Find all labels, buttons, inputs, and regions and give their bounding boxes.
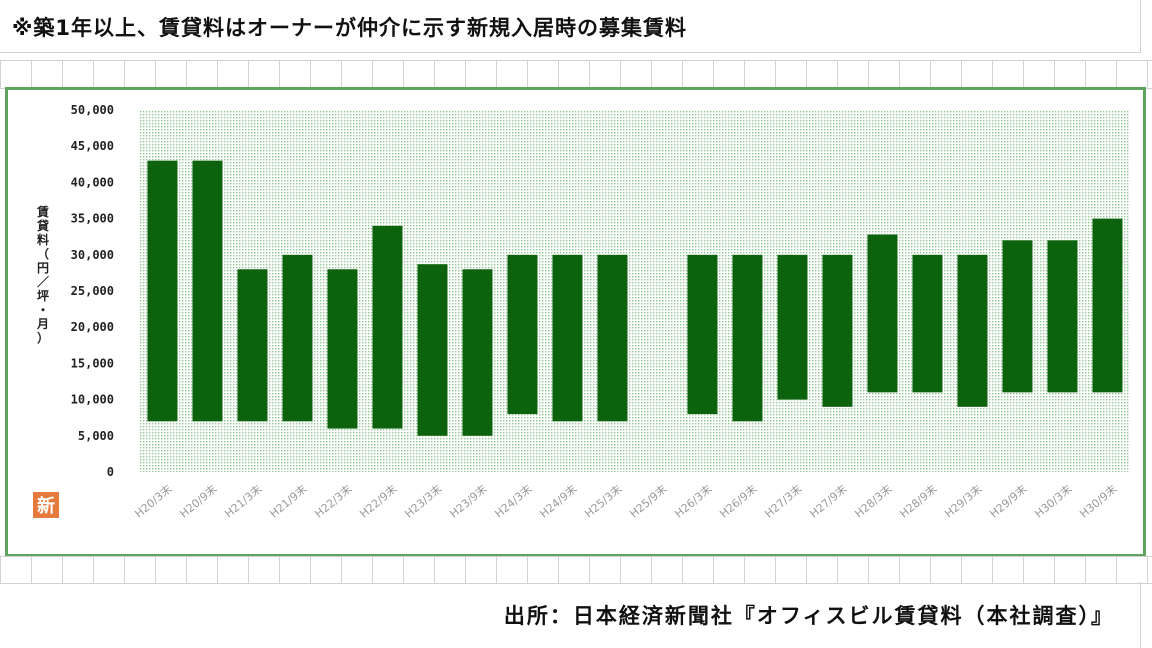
spreadsheet-grid-top <box>0 60 1152 89</box>
y-axis-label-char: 賃 <box>36 204 49 219</box>
bar <box>282 254 313 422</box>
y-axis-label-char: ・ <box>37 303 49 317</box>
chart-frame: 0 5,000 10,000 15,000 20,000 25,000 30,000 35,0… <box>5 87 1146 557</box>
bar <box>147 160 178 422</box>
y-tick-label: 50,000 <box>71 103 114 117</box>
y-axis-label-char: （ <box>37 246 49 261</box>
y-tick-label: 20,000 <box>71 320 114 334</box>
x-tick-label: H30/3末 <box>1032 482 1075 521</box>
bar <box>687 254 718 415</box>
x-tick-label: H22/3末 <box>312 482 355 521</box>
x-tick-label: H23/3末 <box>402 482 445 521</box>
x-tick-label: H28/3末 <box>852 482 895 521</box>
x-tick-label: H30/9末 <box>1077 482 1120 521</box>
bar <box>732 254 763 422</box>
x-tick-label: H26/9末 <box>717 482 760 521</box>
y-axis-label-char: 円 <box>37 261 49 275</box>
x-tick-label: H23/9末 <box>447 482 490 521</box>
x-tick-label: H22/9末 <box>357 482 400 521</box>
x-tick-label: H20/3末 <box>132 482 175 521</box>
y-axis-label-char: 貸 <box>37 218 49 233</box>
bar <box>777 254 808 400</box>
x-tick-label: H20/9末 <box>177 482 220 521</box>
y-axis-label-char: 坪 <box>37 289 49 303</box>
x-tick-label: H27/3末 <box>762 482 805 521</box>
y-tick-label: 15,000 <box>71 356 114 370</box>
bar <box>1092 218 1123 393</box>
bar <box>1047 240 1078 393</box>
spreadsheet-grid-bottom <box>0 556 1152 584</box>
y-tick-label: 45,000 <box>71 139 114 153</box>
x-tick-label: H25/3末 <box>582 482 625 521</box>
y-tick-label: 25,000 <box>71 284 114 298</box>
bar <box>327 269 358 429</box>
chart-note: ※築1年以上、賃貸料はオーナーが仲介に示す新規入居時の募集賃料 <box>12 16 688 40</box>
new-badge-icon: 新 <box>33 492 59 518</box>
x-tick-label: H27/9末 <box>807 482 850 521</box>
bar <box>372 225 403 429</box>
cell-border <box>1140 582 1141 648</box>
bar <box>417 264 448 436</box>
y-axis-label-char: 料 <box>37 232 49 247</box>
bar <box>1002 240 1033 393</box>
x-tick-label: H24/3末 <box>492 482 535 521</box>
y-tick-label: 10,000 <box>71 393 114 407</box>
x-tick-label: H29/3末 <box>942 482 985 521</box>
y-tick-label: 35,000 <box>71 212 114 226</box>
y-tick-label: 5,000 <box>78 429 114 443</box>
source-citation: 出所：日本経済新聞社『オフィスビル賃貸料（本社調査）』 <box>503 604 1114 628</box>
y-axis-label-char: ／ <box>37 274 49 289</box>
bar <box>462 269 493 436</box>
bar <box>507 254 538 415</box>
bar <box>912 254 943 393</box>
x-tick-label: H26/3末 <box>672 482 715 521</box>
x-tick-label: H21/3末 <box>222 482 265 521</box>
x-tick-label: H29/9末 <box>987 482 1030 521</box>
y-axis-label-char: 月 <box>36 317 49 331</box>
x-tick-label: H25/9末 <box>627 482 670 521</box>
bar <box>192 160 223 422</box>
header-bar: ※築1年以上、賃貸料はオーナーが仲介に示す新規入居時の募集賃料 <box>0 0 1141 53</box>
bar <box>822 254 853 407</box>
y-axis-label-char: ） <box>37 330 49 345</box>
bar <box>552 254 583 422</box>
bar <box>867 234 898 393</box>
bar <box>237 269 268 422</box>
x-tick-label: H21/9末 <box>267 482 310 521</box>
y-tick-label: 30,000 <box>71 248 114 262</box>
y-tick-label: 40,000 <box>71 175 114 189</box>
bar <box>597 254 628 422</box>
x-tick-label: H24/9末 <box>537 482 580 521</box>
bar <box>957 254 988 407</box>
x-tick-label: H28/9末 <box>897 482 940 521</box>
y-tick-label: 0 <box>107 465 114 479</box>
range-bar-chart: 0 5,000 10,000 15,000 20,000 25,000 30,000 35,0… <box>36 103 1130 521</box>
